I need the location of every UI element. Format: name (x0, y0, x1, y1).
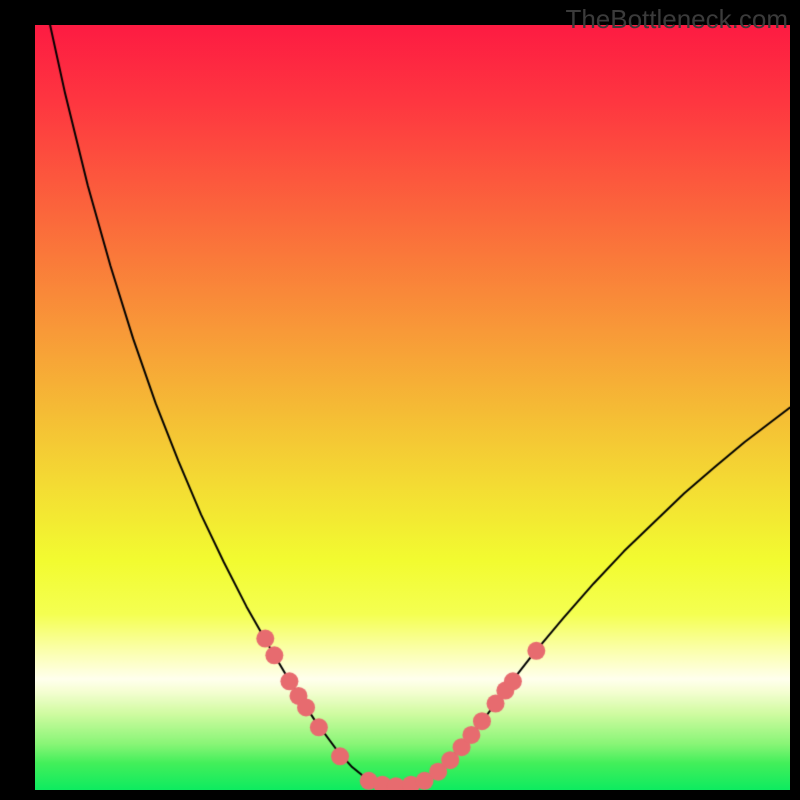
chart-container: TheBottleneck.com (0, 0, 800, 800)
watermark-text: TheBottleneck.com (565, 4, 788, 35)
bottleneck-curve-chart (35, 25, 790, 790)
